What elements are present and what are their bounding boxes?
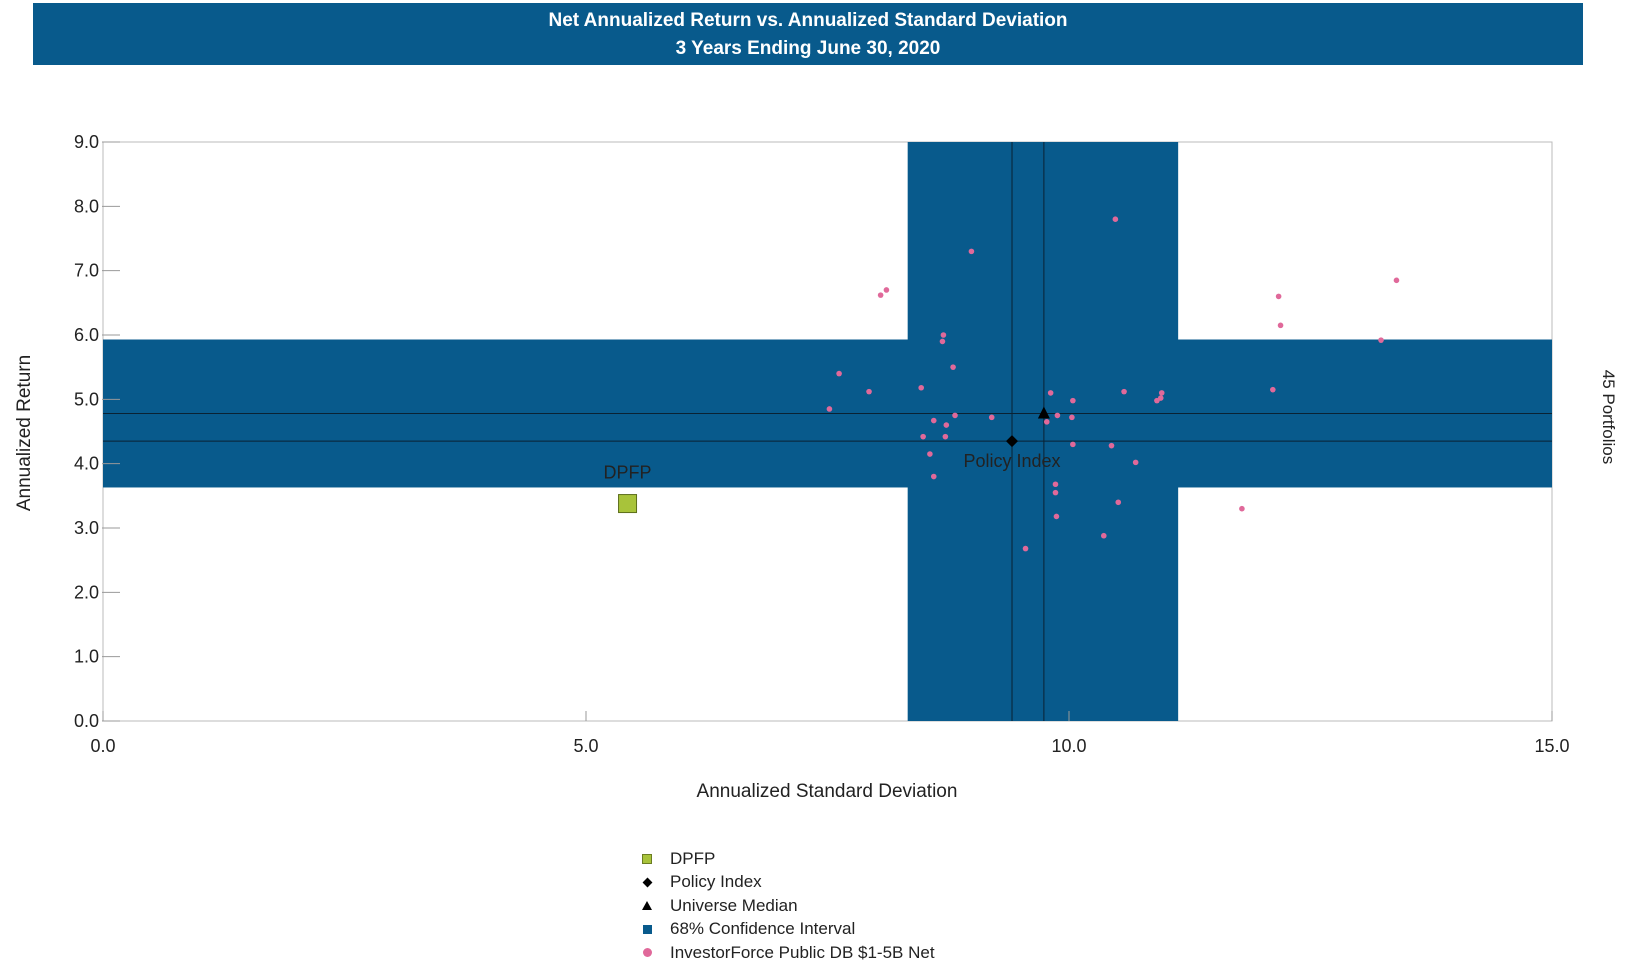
universe-portfolio-point — [940, 332, 947, 338]
y-tick-label: 2.0 — [74, 582, 99, 602]
universe-portfolio-point — [1121, 388, 1127, 395]
legend-item-universe-median: Universe Median — [640, 894, 935, 918]
universe-portfolio-point — [968, 248, 975, 255]
universe-portfolio-point — [988, 414, 995, 421]
universe-portfolio-point — [927, 451, 933, 457]
triangle-marker-icon — [640, 899, 654, 913]
y-tick-label: 7.0 — [74, 261, 99, 281]
y-axis-label: Annualized Return — [14, 355, 35, 511]
y-tick-label: 8.0 — [74, 196, 99, 216]
x-tick-label: 10.0 — [1051, 736, 1086, 756]
universe-portfolio-point — [1052, 481, 1059, 488]
universe-portfolio-point — [1108, 442, 1115, 449]
universe-portfolio-point — [1154, 397, 1160, 404]
universe-portfolio-point — [1378, 337, 1384, 343]
universe-portfolio-point — [1239, 505, 1245, 512]
universe-portfolio-point — [1070, 397, 1076, 404]
x-tick-label: 15.0 — [1534, 736, 1569, 756]
universe-portfolio-point — [943, 422, 950, 428]
point-labels: DPFP Policy Index — [604, 451, 1061, 482]
ci-vertical-band — [907, 142, 1179, 721]
universe-portfolio-point — [1022, 545, 1029, 552]
universe-portfolio-point — [930, 417, 937, 424]
legend-item-universe: InvestorForce Public DB $1-5B Net — [640, 941, 935, 965]
universe-portfolio-point — [1069, 414, 1075, 421]
diamond-marker-icon — [640, 875, 654, 889]
data-points — [618, 216, 1400, 552]
universe-portfolio-point — [1047, 390, 1054, 396]
legend-item-confidence-interval: 68% Confidence Interval — [640, 918, 935, 942]
universe-portfolio-point — [1158, 390, 1165, 396]
square-marker-icon — [640, 852, 654, 866]
universe-portfolio-point — [950, 364, 956, 370]
y-tick-label: 3.0 — [74, 518, 99, 538]
axes: 0.0 1.0 2.0 3.0 4.0 5.0 6.0 7.0 8.0 9.0 0.0 5.0 10.0… — [74, 132, 1570, 756]
y-tick-label: 6.0 — [74, 325, 99, 345]
universe-portfolio-point — [866, 388, 872, 395]
universe-portfolio-point — [1052, 489, 1059, 496]
universe-portfolio-point — [1112, 216, 1119, 222]
universe-portfolio-point — [1115, 499, 1122, 506]
universe-portfolio-point — [1070, 441, 1076, 448]
universe-portfolio-point — [1393, 277, 1400, 284]
dpfp-point-label: DPFP — [604, 463, 652, 483]
square-swatch-icon — [640, 922, 654, 936]
universe-portfolio-point — [1270, 386, 1276, 393]
policy-index-point-label: Policy Index — [963, 451, 1060, 471]
universe-portfolio-point — [1275, 293, 1282, 300]
legend-item-policy-index: Policy Index — [640, 871, 935, 895]
dot-marker-icon — [640, 946, 654, 960]
universe-portfolio-point — [883, 287, 890, 293]
x-tick-label: 0.0 — [90, 736, 115, 756]
universe-portfolio-point — [918, 384, 925, 391]
chart-subtitle: 3 Years Ending June 30, 2020 — [675, 38, 941, 59]
universe-portfolio-point — [1054, 412, 1061, 419]
legend-label: Universe Median — [670, 895, 798, 915]
reference-lines — [103, 142, 1552, 721]
dpfp-point — [618, 494, 638, 514]
chart-title-banner: Net Annualized Return vs. Annualized Sta… — [33, 3, 1583, 65]
universe-median-point — [1037, 406, 1050, 419]
x-axis-label: Annualized Standard Deviation — [697, 781, 958, 802]
universe-portfolio-point — [1277, 322, 1284, 329]
universe-portfolio-point — [826, 406, 833, 412]
universe-portfolio-point — [952, 412, 958, 419]
universe-portfolio-point — [1053, 513, 1060, 520]
universe-portfolio-point — [920, 433, 926, 440]
universe-portfolio-point — [939, 338, 946, 345]
universe-portfolio-point — [942, 433, 949, 440]
universe-portfolio-point — [1100, 532, 1107, 539]
policy-index-point — [1006, 435, 1019, 448]
x-tick-label: 5.0 — [573, 736, 598, 756]
legend-label: 68% Confidence Interval — [670, 919, 856, 939]
legend-label: DPFP — [670, 848, 716, 868]
legend-label: InvestorForce Public DB $1-5B Net — [670, 942, 935, 962]
y-tick-label: 4.0 — [74, 454, 99, 474]
chart-title: Net Annualized Return vs. Annualized Sta… — [548, 10, 1068, 31]
legend-label: Policy Index — [670, 872, 762, 892]
universe-portfolio-point — [1043, 419, 1050, 425]
universe-portfolio-point — [1132, 459, 1139, 466]
y-tick-label: 5.0 — [74, 389, 99, 409]
y-tick-label: 1.0 — [74, 647, 99, 667]
y-tick-label: 9.0 — [74, 132, 99, 152]
right-axis-label: 45 Portfolios — [1599, 370, 1618, 465]
y-tick-label: 0.0 — [74, 711, 99, 731]
legend: DPFP Policy Index Universe Median 68% Co… — [640, 847, 935, 965]
legend-item-dpfp: DPFP — [640, 847, 935, 871]
universe-portfolio-point — [877, 292, 884, 298]
universe-portfolio-point — [836, 370, 842, 377]
universe-portfolio-point — [930, 473, 937, 480]
